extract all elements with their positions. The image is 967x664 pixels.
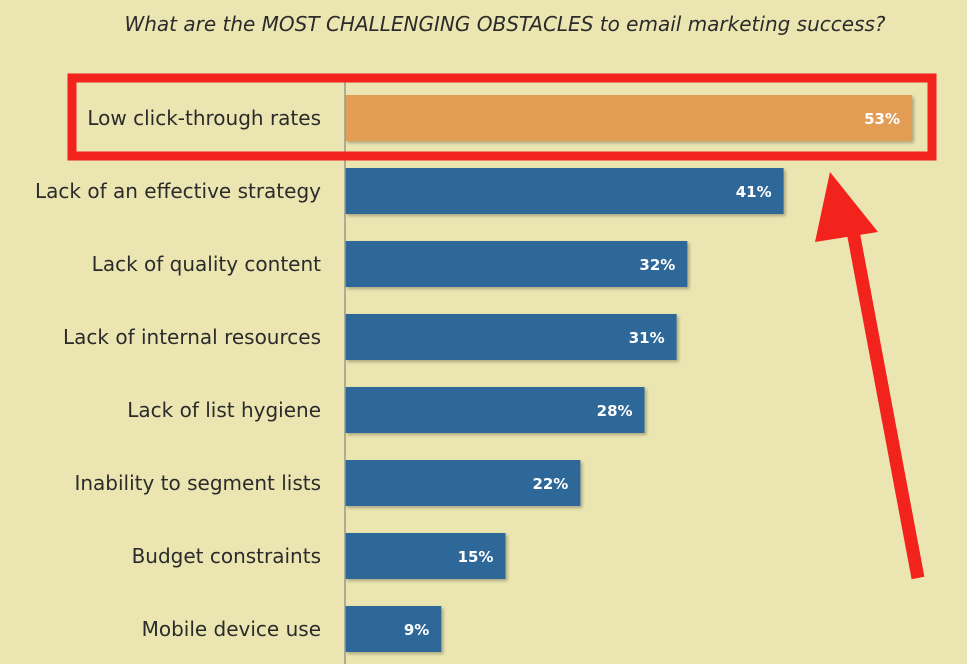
highlight-box: [67, 73, 937, 161]
arrow-head-icon: [815, 172, 878, 242]
arrow-annotation: [815, 172, 925, 580]
bar: [345, 314, 677, 360]
bars-layer: Low click-through rates 53% Lack of an eff…: [35, 95, 912, 652]
bar-row: Low click-through rates 53%: [87, 95, 912, 141]
bar-row: Lack of an effective strategy 41%: [35, 168, 784, 214]
value-label: 53%: [864, 110, 900, 128]
value-label: 9%: [404, 621, 429, 639]
value-label: 22%: [532, 475, 568, 493]
bar: [345, 387, 645, 433]
bar: [345, 606, 442, 652]
bar: [345, 533, 506, 579]
value-label: 31%: [629, 329, 665, 347]
category-label: Low click-through rates: [87, 106, 321, 130]
bar-row: Lack of quality content 32%: [92, 241, 688, 287]
bar-highlighted: [345, 95, 912, 141]
bar-row: Mobile device use 9%: [142, 606, 442, 652]
chart-title: What are the MOST CHALLENGING OBSTACLES …: [124, 12, 886, 36]
value-label: 28%: [597, 402, 633, 420]
bar-row: Budget constraints 15%: [132, 533, 506, 579]
bar-row: Lack of list hygiene 28%: [127, 387, 645, 433]
category-label: Budget constraints: [132, 544, 321, 568]
value-label: 41%: [736, 183, 772, 201]
category-label: Lack of quality content: [92, 252, 321, 276]
arrow-shaft: [845, 224, 925, 580]
bar: [345, 168, 784, 214]
value-label: 15%: [458, 548, 494, 566]
category-label: Lack of internal resources: [63, 325, 321, 349]
category-label: Inability to segment lists: [74, 471, 321, 495]
category-label: Lack of list hygiene: [127, 398, 321, 422]
bar: [345, 241, 688, 287]
value-label: 32%: [639, 256, 675, 274]
category-label: Mobile device use: [142, 617, 321, 641]
bar-row: Inability to segment lists 22%: [74, 460, 581, 506]
bar: [345, 460, 581, 506]
category-label: Lack of an effective strategy: [35, 179, 321, 203]
bar-row: Lack of internal resources 31%: [63, 314, 677, 360]
annotation-layer: [67, 73, 937, 580]
